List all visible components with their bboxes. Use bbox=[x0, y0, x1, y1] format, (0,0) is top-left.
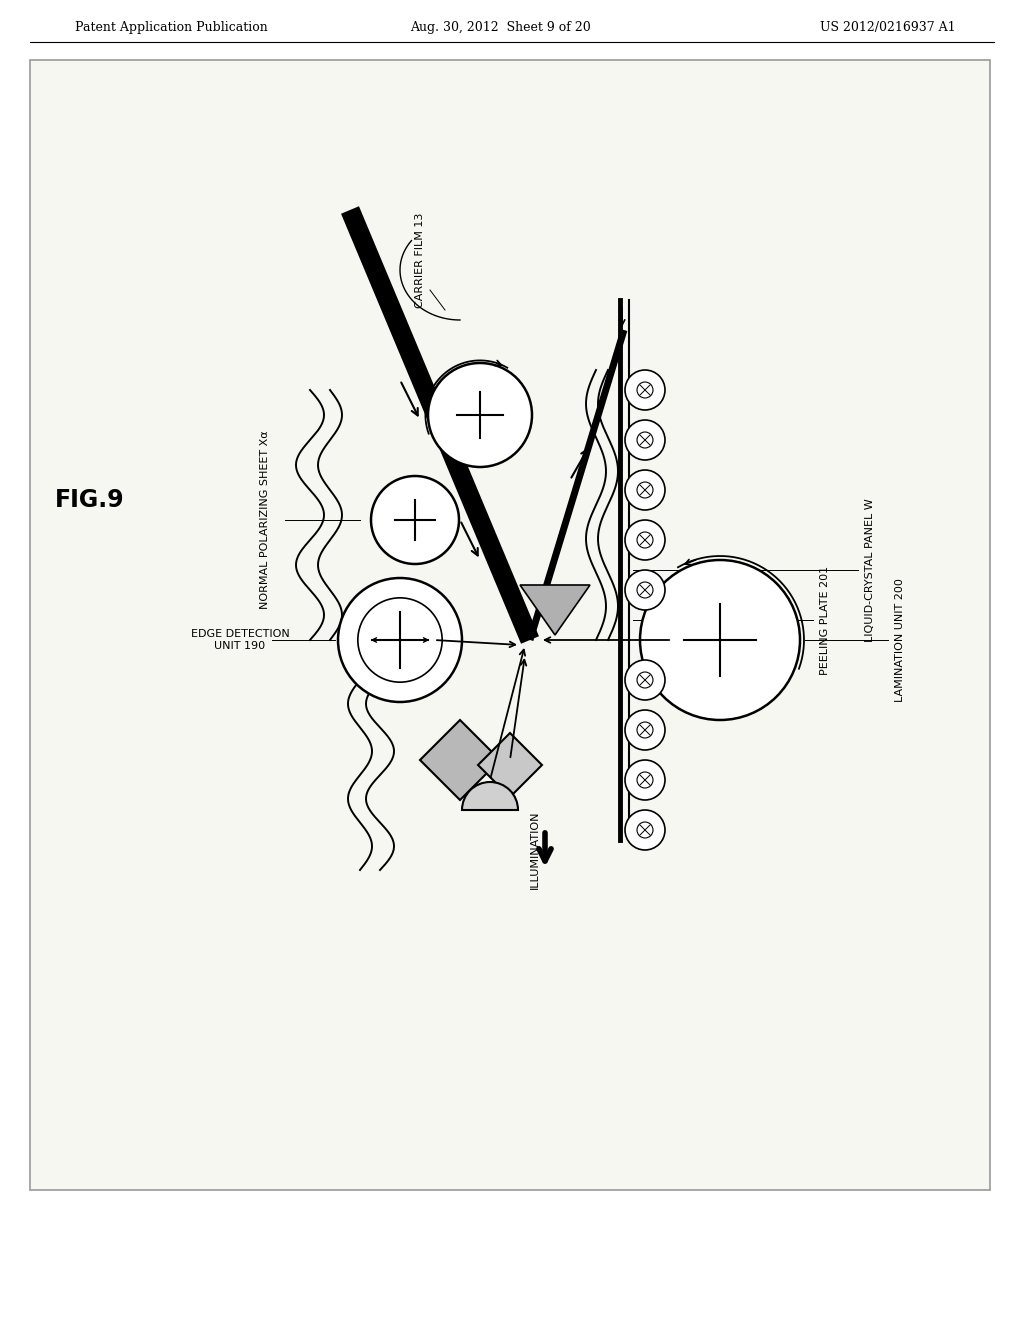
Circle shape bbox=[428, 363, 532, 467]
Text: CARRIER FILM 13: CARRIER FILM 13 bbox=[415, 213, 425, 308]
Text: ILLUMINATION: ILLUMINATION bbox=[530, 810, 540, 890]
Wedge shape bbox=[462, 781, 518, 810]
Text: LIQUID-CRYSTAL PANEL W: LIQUID-CRYSTAL PANEL W bbox=[865, 498, 874, 642]
Circle shape bbox=[640, 560, 800, 719]
Text: EDGE DETECTION
UNIT 190: EDGE DETECTION UNIT 190 bbox=[190, 630, 290, 651]
Text: NORMAL POLARIZING SHEET Xα: NORMAL POLARIZING SHEET Xα bbox=[260, 430, 270, 610]
Circle shape bbox=[625, 470, 665, 510]
Polygon shape bbox=[520, 585, 590, 635]
Circle shape bbox=[625, 570, 665, 610]
Text: PEELING PLATE 201: PEELING PLATE 201 bbox=[820, 565, 830, 675]
Circle shape bbox=[625, 810, 665, 850]
Text: US 2012/0216937 A1: US 2012/0216937 A1 bbox=[820, 21, 955, 33]
Circle shape bbox=[625, 520, 665, 560]
Text: Aug. 30, 2012  Sheet 9 of 20: Aug. 30, 2012 Sheet 9 of 20 bbox=[410, 21, 591, 33]
Text: FIG.9: FIG.9 bbox=[55, 488, 125, 512]
Circle shape bbox=[625, 660, 665, 700]
Circle shape bbox=[338, 578, 462, 702]
Circle shape bbox=[625, 370, 665, 411]
Polygon shape bbox=[420, 719, 500, 800]
Text: LAMINATION UNIT 200: LAMINATION UNIT 200 bbox=[895, 578, 905, 702]
Circle shape bbox=[625, 420, 665, 459]
Bar bbox=[30, 59, 990, 1191]
Circle shape bbox=[625, 760, 665, 800]
Polygon shape bbox=[478, 733, 542, 797]
Circle shape bbox=[371, 477, 459, 564]
Circle shape bbox=[625, 710, 665, 750]
Text: Patent Application Publication: Patent Application Publication bbox=[75, 21, 267, 33]
